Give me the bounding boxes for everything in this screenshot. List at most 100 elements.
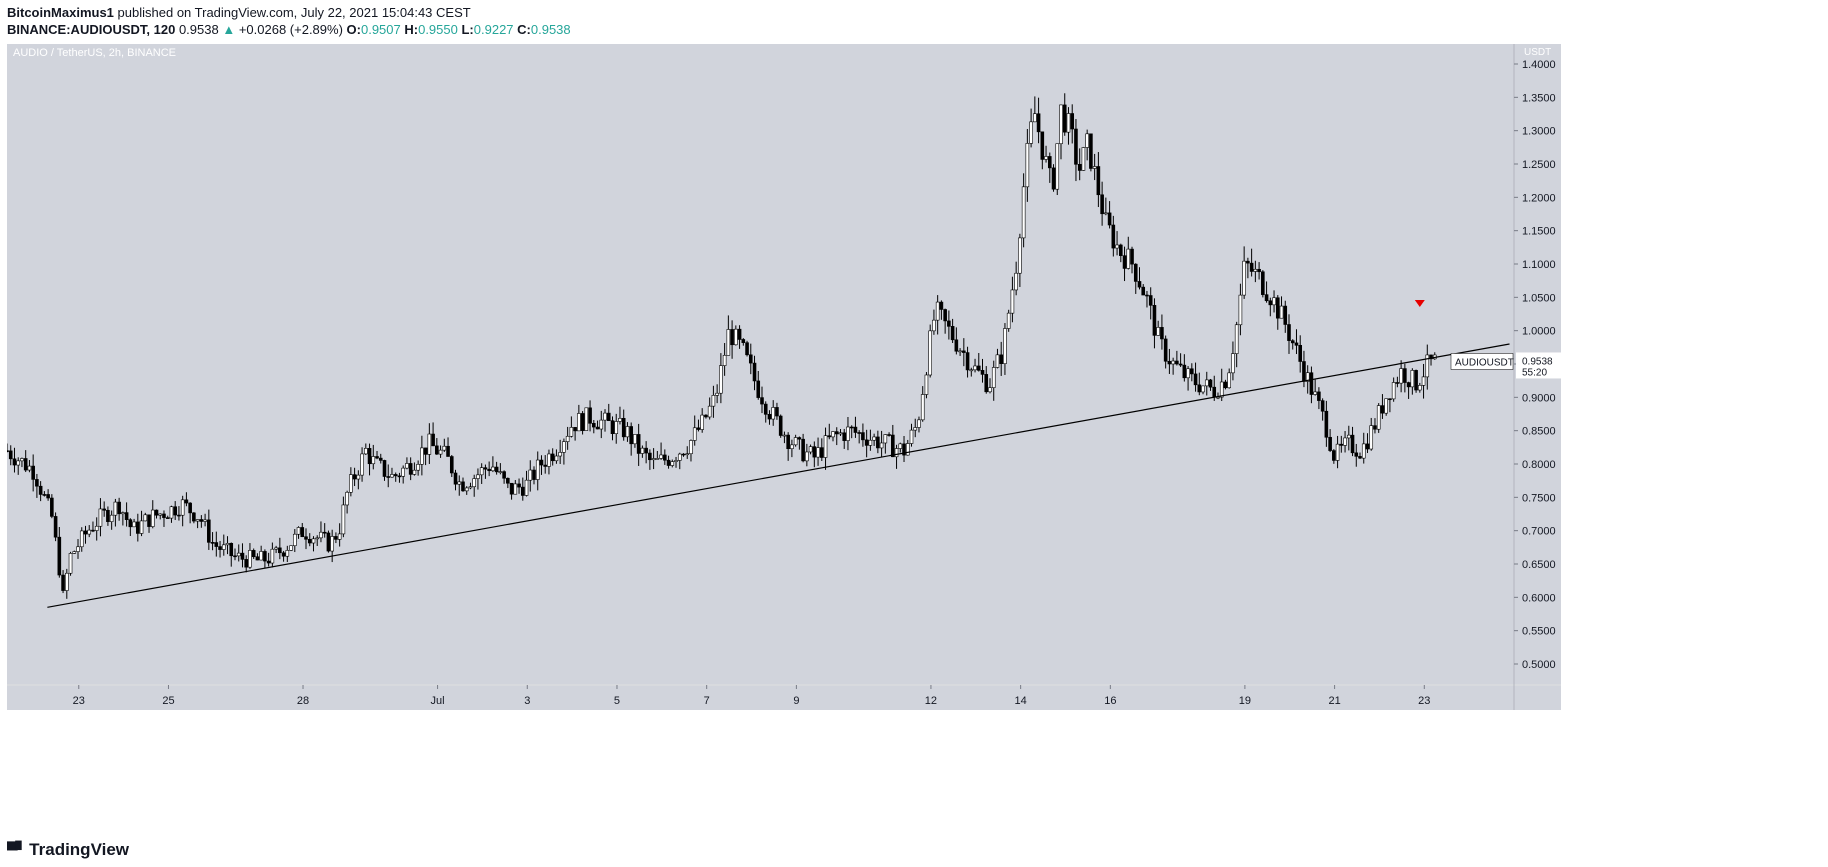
y-tick-label: 1.4000 bbox=[1522, 59, 1556, 71]
symbol-label: AUDIOUSDT bbox=[1455, 357, 1514, 368]
candle-body bbox=[853, 426, 858, 433]
candle-body bbox=[1175, 360, 1179, 365]
candle-body bbox=[715, 392, 719, 396]
candle-body bbox=[405, 463, 409, 469]
candle-body bbox=[726, 329, 731, 356]
candle-body bbox=[763, 403, 768, 415]
candle-body bbox=[562, 441, 566, 453]
candle-body bbox=[502, 471, 506, 479]
candle-body bbox=[233, 555, 237, 558]
x-tick-label: 16 bbox=[1104, 695, 1116, 707]
candle-body bbox=[1246, 260, 1250, 264]
candle-body bbox=[461, 481, 465, 492]
candle-body bbox=[337, 533, 342, 540]
candle-body bbox=[805, 451, 809, 462]
candle-body bbox=[1313, 391, 1317, 395]
candle-body bbox=[827, 435, 832, 438]
candle-body bbox=[808, 446, 813, 453]
candle-body bbox=[614, 421, 619, 435]
candle-body bbox=[1003, 328, 1007, 364]
candle-body bbox=[210, 542, 215, 544]
chart-area[interactable]: AUDIO / TetherUS, 2h, BINANCE USDT 1.400… bbox=[5, 44, 1819, 835]
candle-body bbox=[117, 501, 121, 515]
candle-body bbox=[431, 433, 435, 447]
candle-body bbox=[307, 538, 312, 544]
candle-body bbox=[1384, 398, 1388, 414]
candle-body bbox=[625, 426, 630, 438]
candle-body bbox=[1279, 305, 1284, 319]
candle-body bbox=[1021, 186, 1026, 239]
candle-body bbox=[1115, 244, 1119, 249]
tradingview-logo[interactable]: ▀▘ TradingView bbox=[7, 838, 129, 862]
candle-body bbox=[371, 456, 376, 465]
candle-body bbox=[973, 365, 977, 371]
candlestick-chart[interactable]: AUDIO / TetherUS, 2h, BINANCE USDT 1.400… bbox=[5, 44, 1819, 835]
candle-body bbox=[61, 574, 65, 591]
candle-body bbox=[636, 434, 641, 454]
candle-body bbox=[1085, 133, 1089, 148]
candle-body bbox=[547, 453, 551, 467]
candle-body bbox=[1320, 400, 1325, 412]
candle-body bbox=[995, 354, 1000, 368]
candle-body bbox=[1044, 156, 1048, 160]
candle-body bbox=[1335, 443, 1340, 461]
candle-body bbox=[1156, 327, 1160, 336]
time-axis-background[interactable] bbox=[7, 686, 1561, 710]
candle-body bbox=[1275, 297, 1280, 319]
candle-body bbox=[83, 530, 88, 535]
candle-body bbox=[924, 374, 929, 395]
candle-body bbox=[707, 405, 712, 418]
candle-body bbox=[192, 512, 196, 522]
candle-body bbox=[872, 436, 876, 441]
y-tick-label: 1.2000 bbox=[1522, 192, 1556, 204]
candle-body bbox=[1100, 194, 1104, 215]
y-tick-label: 1.3000 bbox=[1522, 126, 1556, 138]
candle-body bbox=[692, 427, 697, 441]
candle-body bbox=[109, 514, 114, 522]
candle-body bbox=[932, 319, 936, 332]
candle-body bbox=[606, 412, 611, 421]
candle-body bbox=[816, 447, 820, 458]
candle-body bbox=[364, 448, 368, 455]
candle-body bbox=[1148, 295, 1153, 306]
candle-body bbox=[457, 481, 462, 485]
high-label: H: bbox=[404, 22, 419, 37]
y-tick-label: 1.1500 bbox=[1522, 226, 1556, 238]
candle-body bbox=[655, 458, 660, 460]
candle-body bbox=[831, 431, 835, 438]
candle-body bbox=[154, 509, 159, 516]
time-axis-ticks: 23 25 28 Jul 3 5 7 9 12 14 16 19 21 23 bbox=[73, 685, 1430, 707]
candle-body bbox=[599, 419, 604, 430]
price-axis-ticks: 1.4000 1.3500 1.3000 1.2500 1.2000 1.1500 1.10… bbox=[1514, 59, 1556, 671]
candle-body bbox=[883, 434, 888, 444]
chart-header: BitcoinMaximus1 published on TradingView… bbox=[7, 4, 1817, 40]
candle-body bbox=[266, 560, 271, 564]
candle-body bbox=[68, 553, 73, 574]
candle-body bbox=[748, 354, 753, 364]
candle-body bbox=[1081, 147, 1086, 171]
candle-body bbox=[1391, 382, 1396, 400]
y-tick-label: 0.8000 bbox=[1522, 459, 1556, 471]
candle-body bbox=[797, 437, 802, 440]
candle-body bbox=[520, 486, 525, 496]
candle-body bbox=[427, 433, 432, 455]
candle-body bbox=[771, 407, 776, 420]
candle-body bbox=[1339, 443, 1344, 446]
trendline[interactable] bbox=[47, 343, 1510, 608]
candle-body bbox=[741, 339, 746, 343]
candle-body bbox=[674, 460, 678, 462]
candle-body bbox=[423, 447, 428, 455]
candle-body bbox=[65, 572, 69, 591]
candle-body bbox=[864, 439, 869, 446]
candle-body bbox=[1036, 113, 1041, 133]
candle-body bbox=[1358, 456, 1362, 459]
candle-body bbox=[879, 442, 884, 449]
candle-body bbox=[50, 497, 54, 517]
author-name[interactable]: BitcoinMaximus1 bbox=[7, 5, 114, 20]
candle-body bbox=[506, 477, 510, 484]
candle-body bbox=[1171, 360, 1175, 365]
candle-body bbox=[517, 483, 521, 488]
candle-body bbox=[1104, 212, 1108, 215]
candle-body bbox=[861, 432, 865, 441]
y-tick-label: 0.7500 bbox=[1522, 492, 1556, 504]
